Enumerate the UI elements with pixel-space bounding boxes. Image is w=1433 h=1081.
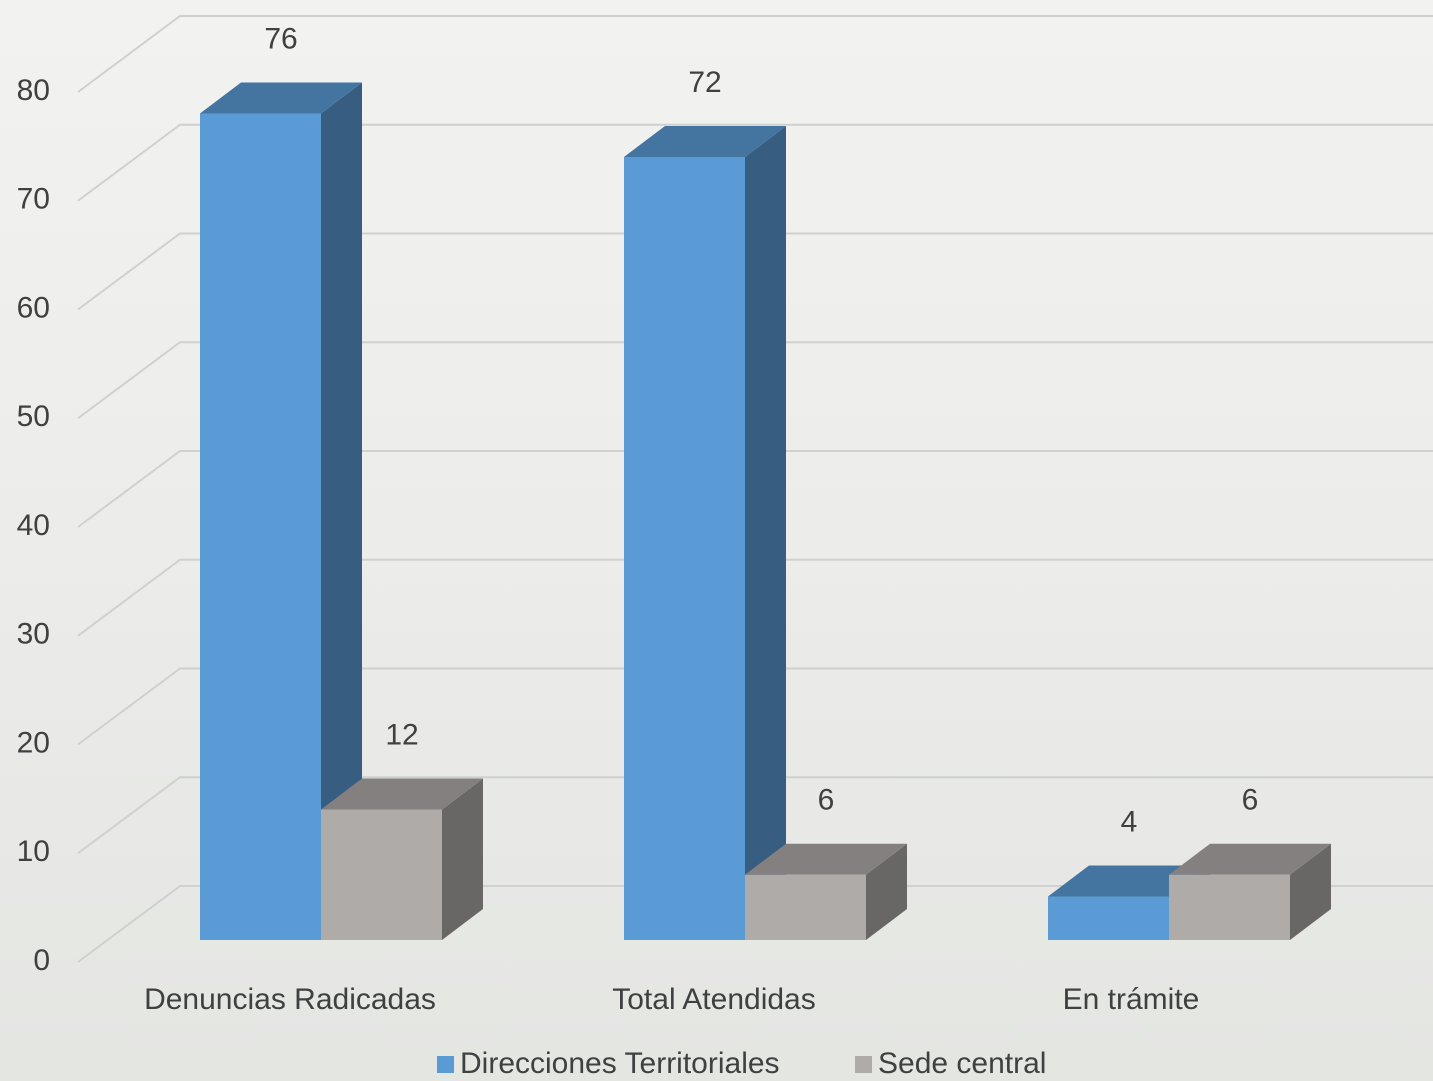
y-tick-label: 70 (17, 183, 50, 216)
x-tick-label: Total Atendidas (612, 983, 815, 1016)
y-tick-label: 60 (17, 291, 50, 324)
grid-line (77, 776, 1433, 855)
bar-front (1169, 874, 1290, 940)
data-label: 76 (264, 22, 297, 55)
bar-side (745, 126, 786, 940)
bar (624, 126, 786, 940)
bar-side (321, 82, 362, 940)
legend-label: Sede central (878, 1047, 1046, 1080)
legend-swatch (855, 1056, 872, 1073)
grid-line (77, 341, 1433, 420)
bar-side (1290, 843, 1331, 940)
y-tick-label: 50 (17, 400, 50, 433)
data-label: 72 (688, 66, 721, 99)
grid-line (77, 232, 1433, 311)
y-tick-label: 30 (17, 618, 50, 651)
grid-line (77, 15, 1433, 93)
bar (200, 82, 362, 940)
bar-top (745, 843, 907, 875)
x-tick-label: Denuncias Radicadas (144, 983, 436, 1016)
bar-top (1169, 843, 1331, 875)
legend-label: Direcciones Territoriales (460, 1047, 780, 1080)
bar (321, 778, 483, 940)
bar (1169, 843, 1331, 940)
bar-top (200, 82, 362, 114)
grid-line (77, 558, 1433, 637)
grid-line (77, 885, 1433, 963)
x-tick-label: En trámite (1063, 983, 1200, 1016)
legend-swatch (437, 1056, 454, 1073)
bar-front (200, 113, 321, 940)
data-label: 6 (1242, 784, 1259, 817)
y-tick-label: 80 (17, 74, 50, 107)
data-label: 12 (385, 718, 418, 751)
bar-front (321, 809, 442, 940)
bar-side (866, 843, 907, 940)
grid-line (77, 123, 1433, 202)
bar-front (624, 157, 745, 940)
data-label: 6 (818, 784, 835, 817)
bar-top (624, 126, 786, 157)
bar-side (442, 778, 483, 940)
bar-top (321, 778, 483, 810)
y-tick-label: 20 (17, 726, 50, 759)
grid-line (77, 450, 1433, 528)
data-label: 4 (1121, 805, 1138, 838)
bar-front (745, 874, 866, 940)
y-tick-label: 10 (17, 835, 50, 868)
grid-line (77, 667, 1433, 746)
bar (745, 843, 907, 940)
bar-front (1048, 896, 1169, 940)
y-tick-label: 0 (33, 944, 50, 977)
y-tick-label: 40 (17, 509, 50, 542)
